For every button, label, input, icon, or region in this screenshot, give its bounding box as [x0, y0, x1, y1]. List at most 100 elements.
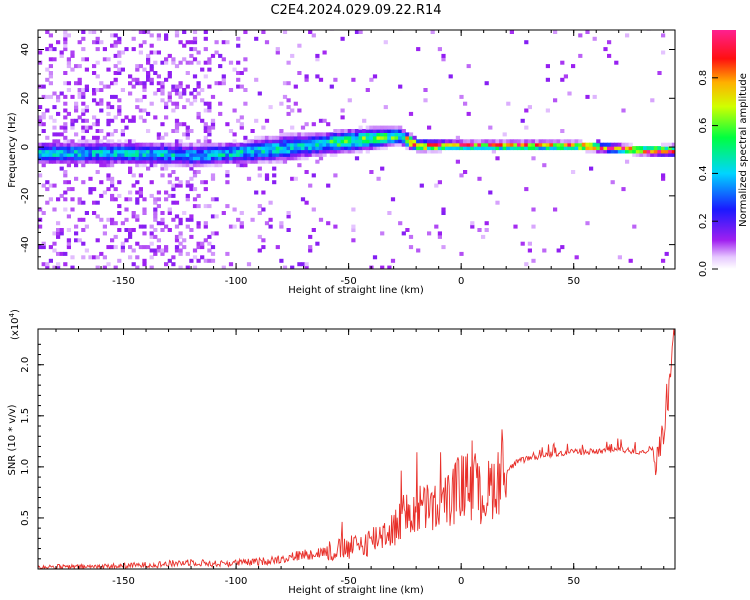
- spectrogram-cell: [66, 88, 71, 92]
- spectrogram-cell: [149, 231, 154, 236]
- spectrogram-cell: [657, 152, 662, 157]
- spectrogram-cell: [254, 152, 259, 157]
- spectrogram-cell: [189, 91, 194, 96]
- spectrogram-cell: [120, 67, 125, 72]
- spectrogram-cell: [207, 159, 212, 164]
- snr-frame: [37, 328, 676, 570]
- spectrogram-cell: [102, 135, 107, 140]
- spectrogram-cell: [174, 129, 180, 133]
- spectrogram-cell: [138, 187, 143, 192]
- spectrogram-cell: [617, 149, 622, 154]
- spectrogram-cell: [261, 156, 266, 161]
- spectrogram-cell: [538, 146, 543, 151]
- spectrogram-cell: [102, 57, 107, 62]
- spectrogram-cell: [574, 142, 579, 147]
- spectrogram-cell: [318, 77, 324, 82]
- spectrogram-cell: [192, 170, 198, 174]
- spectrogram-cell: [113, 156, 118, 161]
- spectrogram-cell: [138, 159, 143, 164]
- spectrogram-cell: [174, 163, 180, 168]
- spectrogram-cell: [167, 94, 172, 99]
- spectrogram-cell: [643, 152, 648, 157]
- spectrogram-cell: [120, 245, 125, 250]
- spectrogram-cell: [153, 159, 158, 164]
- spectrogram-cell: [106, 176, 111, 181]
- spectrogram-cell: [398, 135, 403, 140]
- spectrogram-cell: [171, 60, 176, 65]
- spectrogram-cell: [304, 135, 309, 140]
- spectrogram-cell: [178, 60, 183, 65]
- spectrogram-cell: [192, 156, 198, 161]
- spectrogram-cell: [38, 115, 43, 120]
- spectrogram-cell: [300, 156, 306, 161]
- spectrogram-cell: [336, 149, 342, 154]
- spectrogram-cell: [646, 149, 651, 154]
- spectrogram-cell: [192, 142, 198, 147]
- spectrogram-cell: [390, 142, 396, 147]
- spectrogram-cell: [128, 149, 133, 154]
- spectrogram-cell: [106, 146, 111, 151]
- spectrogram-cell: [315, 146, 320, 151]
- spectrogram-cell: [182, 57, 187, 62]
- spectrogram-cell: [203, 258, 208, 263]
- spectrogram-cell: [261, 238, 266, 243]
- spectrogram-cell: [520, 139, 525, 144]
- spectrogram-cell: [203, 149, 208, 154]
- spectrogram-cell: [383, 146, 388, 151]
- spectrogram-cell: [92, 71, 97, 75]
- spectrogram-cell: [203, 139, 208, 144]
- spectrogram-cell: [185, 135, 190, 140]
- spectrogram-cell: [354, 139, 360, 144]
- spectrogram-cell: [77, 77, 82, 82]
- spectrogram-cell: [661, 149, 666, 154]
- spectrogram-cell: [63, 135, 68, 140]
- spectrogram-cell: [113, 71, 118, 75]
- spectrogram-cell: [142, 262, 147, 267]
- spectrogram-cell: [491, 142, 496, 147]
- top-x-tick-label: 0: [458, 276, 464, 287]
- spectrogram-cell: [189, 176, 194, 181]
- spectrogram-cell: [142, 81, 147, 86]
- spectrogram-cell: [560, 60, 565, 65]
- spectrogram-cell: [66, 60, 71, 65]
- spectrogram-cell: [517, 139, 522, 144]
- spectrogram-cell: [56, 98, 61, 103]
- spectrogram-cell: [84, 142, 89, 147]
- spectrogram-cell: [92, 142, 97, 147]
- spectrogram-cell: [95, 139, 100, 144]
- spectrogram-cell: [153, 234, 158, 239]
- spectrogram-cell: [239, 84, 244, 89]
- spectrogram-cell: [48, 94, 53, 99]
- spectrogram-cell: [128, 231, 133, 236]
- spectrogram-cell: [160, 88, 165, 92]
- spectrogram-cell: [261, 146, 266, 151]
- spectrogram-cell: [48, 156, 53, 161]
- spectrogram-cell: [81, 159, 86, 164]
- spectrogram-cell: [495, 200, 500, 205]
- spectrogram-cell: [661, 258, 666, 263]
- spectrogram-cell: [56, 265, 61, 269]
- spectrogram-cell: [106, 217, 111, 222]
- spectrogram-cell: [171, 129, 176, 133]
- spectrogram-cell: [45, 152, 50, 157]
- spectrogram-cell: [542, 142, 547, 147]
- spectrogram-cell: [225, 156, 230, 161]
- spectrogram-cell: [164, 152, 169, 157]
- spectrogram-cell: [66, 245, 71, 250]
- spectrogram-cell: [63, 156, 68, 161]
- spectrogram-cell: [70, 125, 75, 130]
- spectrogram-cell: [38, 105, 43, 110]
- spectrogram-cell: [66, 238, 71, 243]
- spectrogram-cell: [297, 43, 302, 48]
- spectrogram-cell: [336, 135, 342, 140]
- spectrogram-cell: [509, 142, 514, 147]
- spectrogram-cell: [102, 159, 107, 164]
- spectrogram-cell: [113, 43, 118, 48]
- spectrogram-cell: [427, 149, 432, 154]
- spectrogram-cell: [203, 108, 208, 113]
- spectrogram-cell: [290, 149, 295, 154]
- spectrogram-cell: [578, 53, 583, 58]
- spectrogram-cell: [347, 132, 352, 137]
- spectrogram-cell: [149, 33, 154, 38]
- spectrogram-cell: [66, 214, 71, 219]
